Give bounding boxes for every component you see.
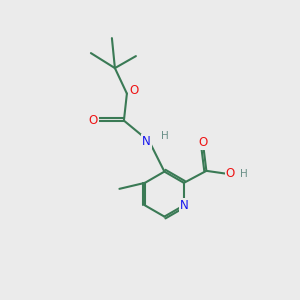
Text: N: N [142, 135, 151, 148]
Text: O: O [130, 84, 139, 97]
Text: H: H [160, 130, 168, 141]
Text: H: H [240, 169, 248, 179]
Text: N: N [179, 199, 188, 212]
Text: O: O [226, 167, 235, 180]
Text: O: O [199, 136, 208, 149]
Text: O: O [88, 114, 98, 127]
